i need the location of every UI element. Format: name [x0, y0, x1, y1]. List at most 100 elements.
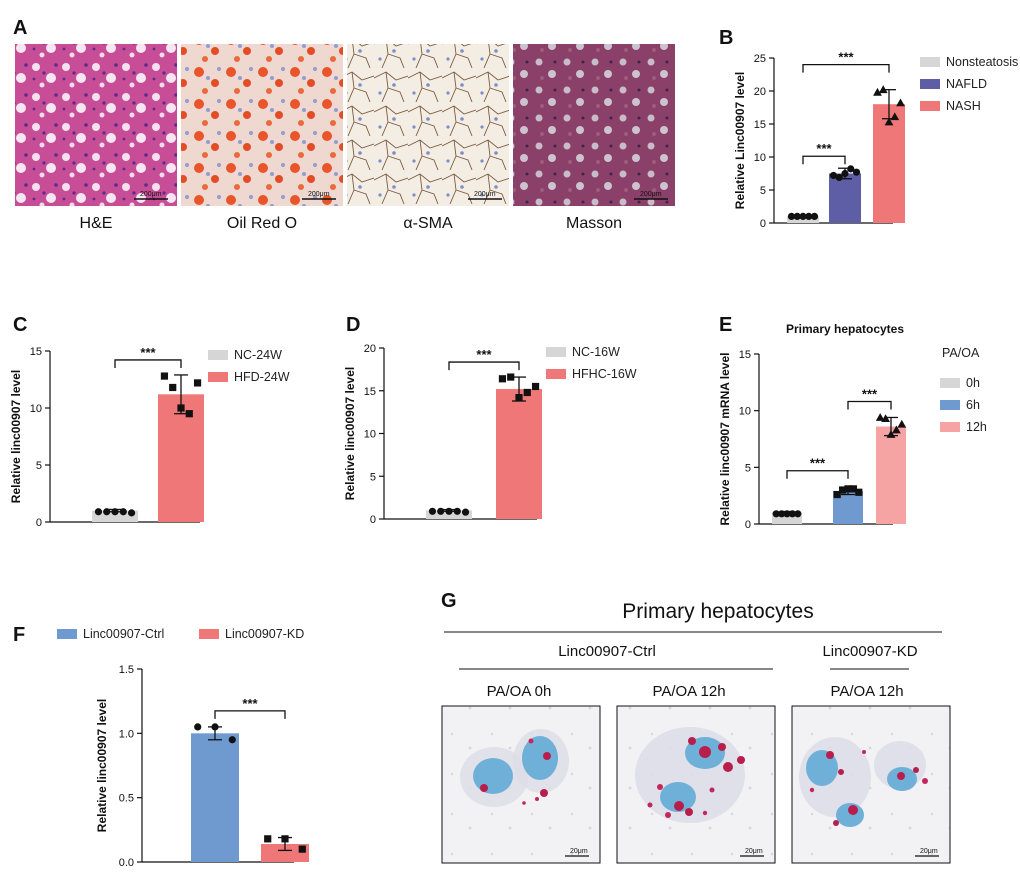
data-point	[531, 382, 540, 391]
data-point	[805, 212, 813, 220]
data-point	[810, 212, 819, 220]
data-point	[778, 510, 786, 518]
data-point	[793, 212, 801, 220]
panel-a-caption: Oil Red O	[227, 215, 297, 232]
panel-d-label: D	[346, 314, 360, 336]
legend-label: Linc00907-KD	[225, 627, 304, 641]
legend-swatch	[940, 400, 960, 410]
bar-2	[829, 173, 861, 223]
legend-label: NC-16W	[572, 345, 620, 359]
y-tick-label: 0.0	[119, 857, 134, 869]
data-point	[94, 508, 103, 516]
data-point	[847, 165, 855, 173]
legend-swatch	[546, 347, 566, 357]
panel-g-caption: PA/OA 12h	[652, 683, 725, 700]
significance-label: ***	[140, 345, 156, 360]
y-tick-label: 0.5	[119, 793, 134, 805]
y-axis-label: Relative linc00907 level	[343, 367, 357, 500]
legend-swatch	[920, 101, 940, 111]
y-tick-label: 1.0	[119, 728, 134, 740]
y-tick-label: 15	[364, 386, 376, 398]
data-point	[127, 509, 136, 517]
y-tick-label: 20	[364, 343, 376, 355]
y-axis-label: Relative linc00907 level	[9, 370, 23, 503]
bar-1	[772, 512, 802, 524]
data-point	[185, 410, 193, 418]
chart-panel-b: 0 5 10 15 20 25 Relative Linc00907 level *** ***…	[733, 50, 1018, 230]
data-point	[897, 419, 907, 428]
panel-e-label: E	[719, 314, 732, 336]
legend-swatch	[208, 350, 228, 360]
legend-swatch	[940, 422, 960, 432]
data-point	[228, 736, 236, 744]
scale-bar-label: 200μm	[640, 191, 662, 198]
data-point	[886, 430, 896, 438]
data-point	[875, 413, 885, 421]
data-point	[211, 723, 219, 731]
significance-label: ***	[862, 386, 878, 401]
significance-label: ***	[816, 141, 832, 156]
panel-g-image-kd-12h: 20μm	[791, 705, 951, 864]
y-tick-label: 0	[36, 517, 42, 529]
legend-label: Linc00907-Ctrl	[83, 627, 164, 641]
legend-swatch	[920, 79, 940, 89]
panel-g-caption: PA/OA 0h	[487, 683, 552, 700]
panel-g-group-kd: Linc00907-KD	[822, 643, 917, 660]
y-tick-label: 20	[754, 86, 766, 98]
data-point	[193, 379, 202, 387]
panel-a-image-he: 200μm	[15, 44, 177, 206]
data-point	[103, 508, 111, 516]
y-tick-label: 10	[754, 152, 766, 164]
data-point	[788, 510, 797, 518]
y-tick-label: 0	[745, 519, 751, 531]
legend-swatch	[546, 369, 566, 379]
y-tick-label: 15	[739, 349, 751, 361]
legend-label: 6h	[966, 398, 980, 412]
y-tick-label: 15	[754, 119, 766, 131]
legend-label: NAFLD	[946, 77, 987, 91]
data-point	[794, 510, 802, 518]
data-point	[829, 171, 838, 180]
chart-panel-f: 0.0 0.5 1.0 1.5 Relative linc00907 level *** L…	[57, 627, 309, 869]
bar-2	[496, 389, 542, 519]
significance-bracket	[802, 155, 846, 165]
significance-bracket	[214, 710, 286, 719]
data-point	[445, 507, 453, 515]
chart-title: Primary hepatocytes	[786, 322, 904, 336]
data-point	[515, 393, 523, 402]
y-tick-label: 0	[370, 514, 376, 526]
legend-label: NC-24W	[234, 348, 282, 362]
y-tick-label: 5	[370, 471, 376, 483]
scale-bar-label: 20μm	[570, 848, 588, 855]
data-point	[844, 485, 852, 493]
scale-bar-label: 200μm	[140, 191, 162, 198]
legend-label: HFD-24W	[234, 370, 290, 384]
scale-bar-label: 20μm	[745, 848, 763, 855]
legend-label: NASH	[946, 99, 981, 113]
significance-label: ***	[838, 50, 854, 65]
significance-bracket	[448, 361, 520, 371]
significance-bracket	[847, 400, 892, 410]
chart-axes: 0 5 10 15	[739, 349, 893, 531]
scale-bar-label: 20μm	[920, 848, 938, 855]
data-point	[160, 372, 169, 380]
data-point	[852, 168, 861, 176]
data-point	[169, 383, 177, 392]
data-point	[264, 835, 272, 843]
legend-swatch	[199, 629, 219, 639]
panel-g-image-0h: 20μm	[441, 705, 601, 864]
significance-bracket	[114, 359, 182, 368]
data-point	[841, 169, 849, 178]
y-tick-label: 0	[760, 218, 766, 230]
panel-g-title: Primary hepatocytes	[622, 600, 813, 623]
chart-panel-c: 0 5 10 15 Relative linc00907 level *** NC-24W H…	[9, 345, 290, 529]
data-point	[772, 510, 780, 518]
y-tick-label: 10	[30, 403, 42, 415]
data-point	[855, 488, 863, 496]
legend-swatch	[920, 57, 940, 67]
panel-a-image-oil-red-o: 200μm	[181, 44, 343, 206]
legend-label: 12h	[966, 420, 987, 434]
bar-2	[261, 843, 309, 862]
data-point	[194, 723, 202, 731]
data-point	[453, 507, 461, 515]
